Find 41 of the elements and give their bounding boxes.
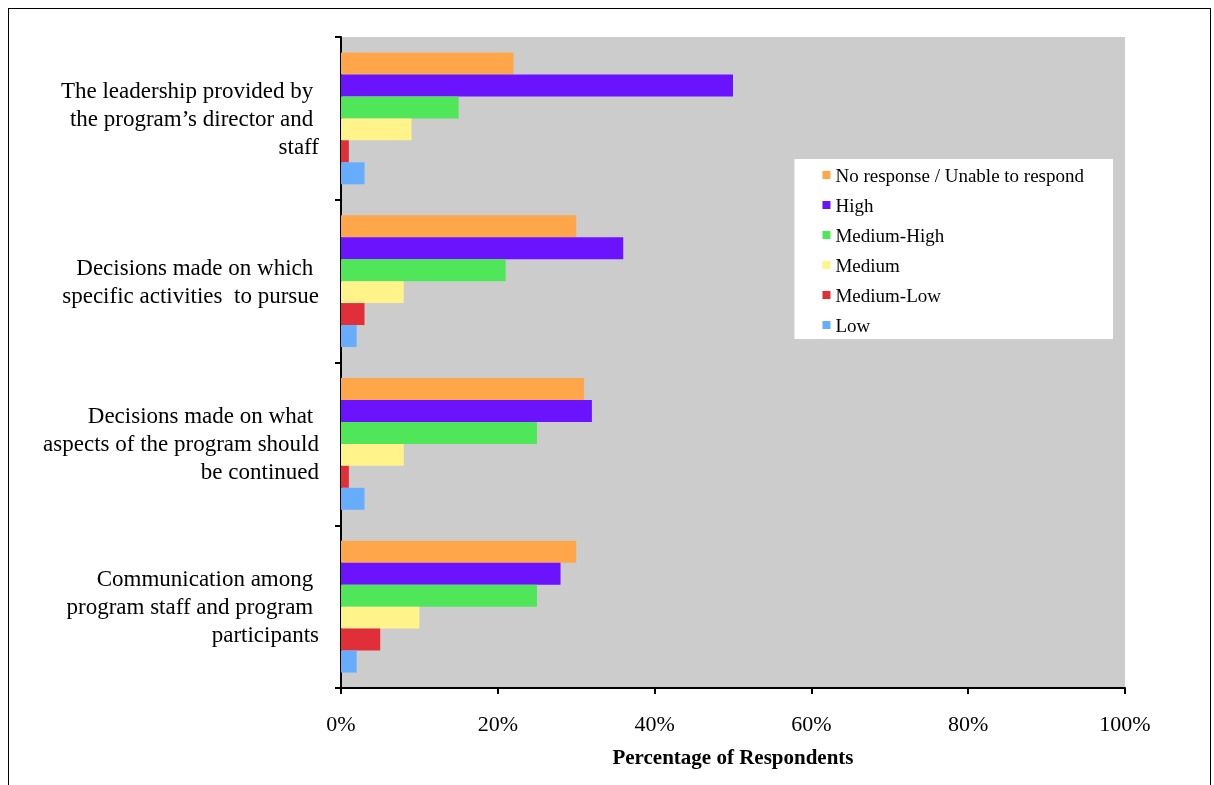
bar bbox=[341, 650, 357, 673]
bar bbox=[341, 52, 514, 75]
x-tick-label: 0% bbox=[326, 710, 356, 736]
bar bbox=[341, 74, 733, 97]
x-tick-label: 100% bbox=[1099, 710, 1151, 736]
x-tick-label: 20% bbox=[477, 710, 518, 736]
x-tick-label: 40% bbox=[634, 710, 675, 736]
bar bbox=[341, 162, 365, 185]
bar bbox=[341, 443, 404, 466]
bar bbox=[341, 584, 537, 607]
legend-label: Medium bbox=[835, 254, 901, 276]
legend-label: Low bbox=[835, 314, 871, 336]
bar bbox=[341, 325, 357, 348]
bar bbox=[341, 465, 349, 488]
bar bbox=[341, 540, 577, 563]
x-axis-title: Percentage of Respondents bbox=[612, 744, 854, 769]
legend-label: No response / Unable to respond bbox=[835, 164, 1085, 186]
bar bbox=[341, 487, 365, 510]
bar bbox=[341, 399, 592, 422]
bar bbox=[341, 628, 381, 651]
bar bbox=[341, 606, 420, 629]
bar bbox=[341, 237, 624, 260]
bar bbox=[341, 215, 577, 238]
bar bbox=[341, 96, 459, 119]
legend-label: Medium-High bbox=[835, 224, 945, 246]
bar bbox=[341, 562, 561, 585]
bar bbox=[341, 259, 506, 282]
y-tick-label: The leadership provided by the program’s director and staff bbox=[60, 77, 320, 159]
legend-label: High bbox=[835, 194, 874, 216]
bar bbox=[341, 421, 537, 444]
bar bbox=[341, 140, 349, 163]
y-tick-label: Decisions made on what aspects of the program should be continued bbox=[43, 403, 320, 485]
bar bbox=[341, 281, 404, 304]
x-tick-label: 80% bbox=[948, 710, 989, 736]
bar bbox=[341, 303, 365, 326]
bar bbox=[341, 377, 585, 400]
bar bbox=[341, 118, 412, 141]
y-tick-label: Communication among program staff and program participants bbox=[66, 566, 320, 648]
x-tick-label: 60% bbox=[791, 710, 832, 736]
legend-label: Medium-Low bbox=[835, 284, 942, 306]
y-tick-label: Decisions made on which specific activities to pursue bbox=[62, 254, 319, 308]
